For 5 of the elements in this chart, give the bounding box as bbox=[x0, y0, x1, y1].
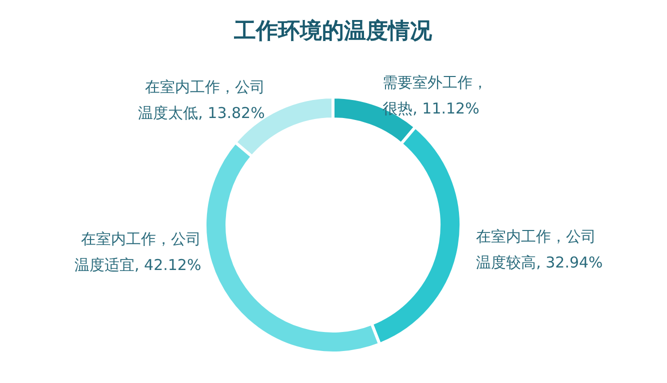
chart-title: 工作环境的温度情况 bbox=[233, 18, 433, 44]
slice-label: 需要室外工作，很热, 11.12% bbox=[382, 73, 488, 118]
slice-label: 在室内工作，公司温度适宜, 42.12% bbox=[74, 230, 202, 274]
slice-label: 在室内工作，公司温度较高, 32.94% bbox=[476, 228, 603, 272]
slice-label: 在室内工作，公司温度太低, 13.82% bbox=[138, 78, 265, 122]
